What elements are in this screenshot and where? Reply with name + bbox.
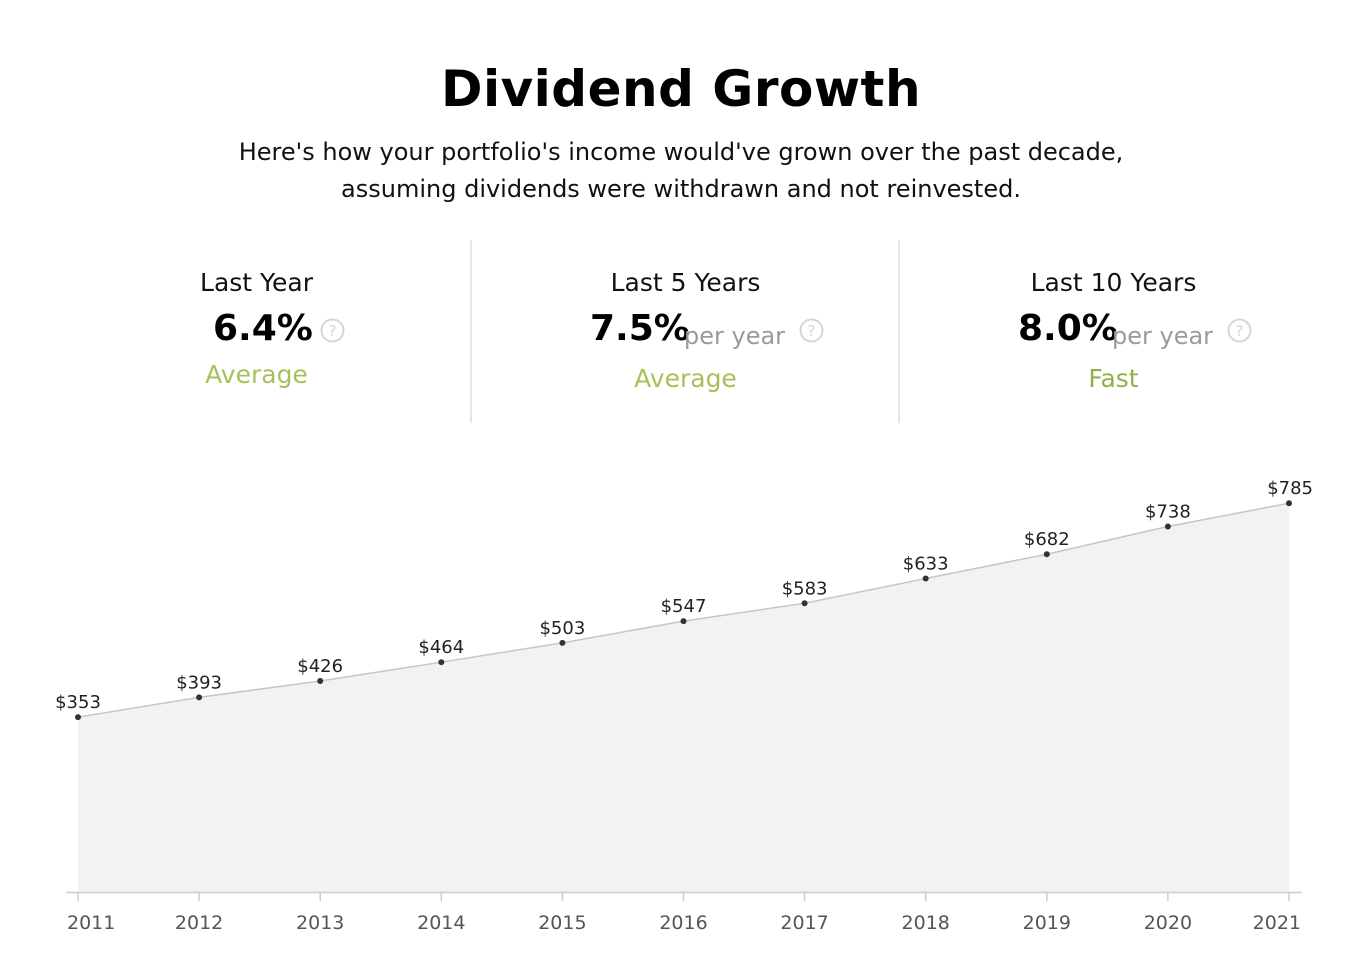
data-point xyxy=(680,618,687,625)
stat-rating: Fast xyxy=(1088,364,1139,393)
subtitle-line-2: assuming dividends were withdrawn and no… xyxy=(341,175,1021,203)
stat-rating: Average xyxy=(205,360,308,389)
x-tick-label: 2013 xyxy=(296,912,344,934)
help-circle-icon[interactable]: ? xyxy=(320,318,345,343)
data-label: $426 xyxy=(297,656,343,677)
data-point xyxy=(196,694,203,701)
data-label: $738 xyxy=(1145,501,1191,522)
data-point xyxy=(1286,500,1292,507)
x-tick-label: 2014 xyxy=(417,912,465,934)
stat-last-year: Last Year 6.4% ? Average xyxy=(43,240,470,423)
help-circle-icon[interactable]: ? xyxy=(1227,318,1252,343)
data-label: $583 xyxy=(782,578,828,599)
stat-rating: Average xyxy=(634,364,737,393)
data-point xyxy=(438,659,445,666)
svg-text:?: ? xyxy=(808,322,816,340)
x-tick-label: 2017 xyxy=(780,912,828,934)
svg-text:?: ? xyxy=(329,322,337,340)
area-fill xyxy=(78,503,1289,892)
data-point xyxy=(75,714,81,721)
growth-stats-panel: Last Year 6.4% ? Average Last 5 Years 7.… xyxy=(43,240,1326,423)
stat-label: Last Year xyxy=(200,268,313,297)
stat-unit: per year xyxy=(684,322,786,350)
svg-text:?: ? xyxy=(1236,322,1244,340)
data-point xyxy=(317,678,324,685)
stat-last-10-years: Last 10 Years 8.0% per year ? Fast xyxy=(898,240,1327,423)
data-label: $682 xyxy=(1024,529,1070,550)
data-label: $633 xyxy=(903,553,949,574)
x-tick-label: 2016 xyxy=(659,912,707,934)
x-tick-label: 2019 xyxy=(1023,912,1071,934)
subtitle-line-1: Here's how your portfolio's income would… xyxy=(238,138,1124,166)
data-label: $785 xyxy=(1267,478,1313,499)
stat-value: 7.5% xyxy=(590,308,690,349)
x-tick-label: 2021 xyxy=(1253,912,1301,934)
data-point xyxy=(922,575,929,582)
help-circle-icon[interactable]: ? xyxy=(799,318,824,343)
data-point xyxy=(1164,523,1171,530)
stat-label: Last 10 Years xyxy=(1030,268,1197,297)
x-tick-label: 2018 xyxy=(902,912,950,934)
stat-unit: per year xyxy=(1112,322,1214,350)
stat-last-5-years: Last 5 Years 7.5% per year ? Average xyxy=(470,240,899,423)
data-label: $547 xyxy=(661,596,707,617)
data-label: $393 xyxy=(176,672,222,693)
x-tick-label: 2011 xyxy=(67,912,115,934)
stat-value: 6.4% xyxy=(213,308,313,349)
page-title: Dividend Growth xyxy=(440,60,922,118)
data-label: $353 xyxy=(55,692,101,713)
x-tick-label: 2012 xyxy=(175,912,223,934)
x-tick-label: 2015 xyxy=(538,912,586,934)
data-point xyxy=(1043,551,1050,558)
data-point xyxy=(559,639,566,646)
stat-value: 8.0% xyxy=(1018,308,1118,349)
stat-label: Last 5 Years xyxy=(610,268,761,297)
data-label: $503 xyxy=(539,618,585,639)
data-point xyxy=(801,600,808,607)
x-tick-label: 2020 xyxy=(1144,912,1192,934)
data-label: $464 xyxy=(418,637,464,658)
